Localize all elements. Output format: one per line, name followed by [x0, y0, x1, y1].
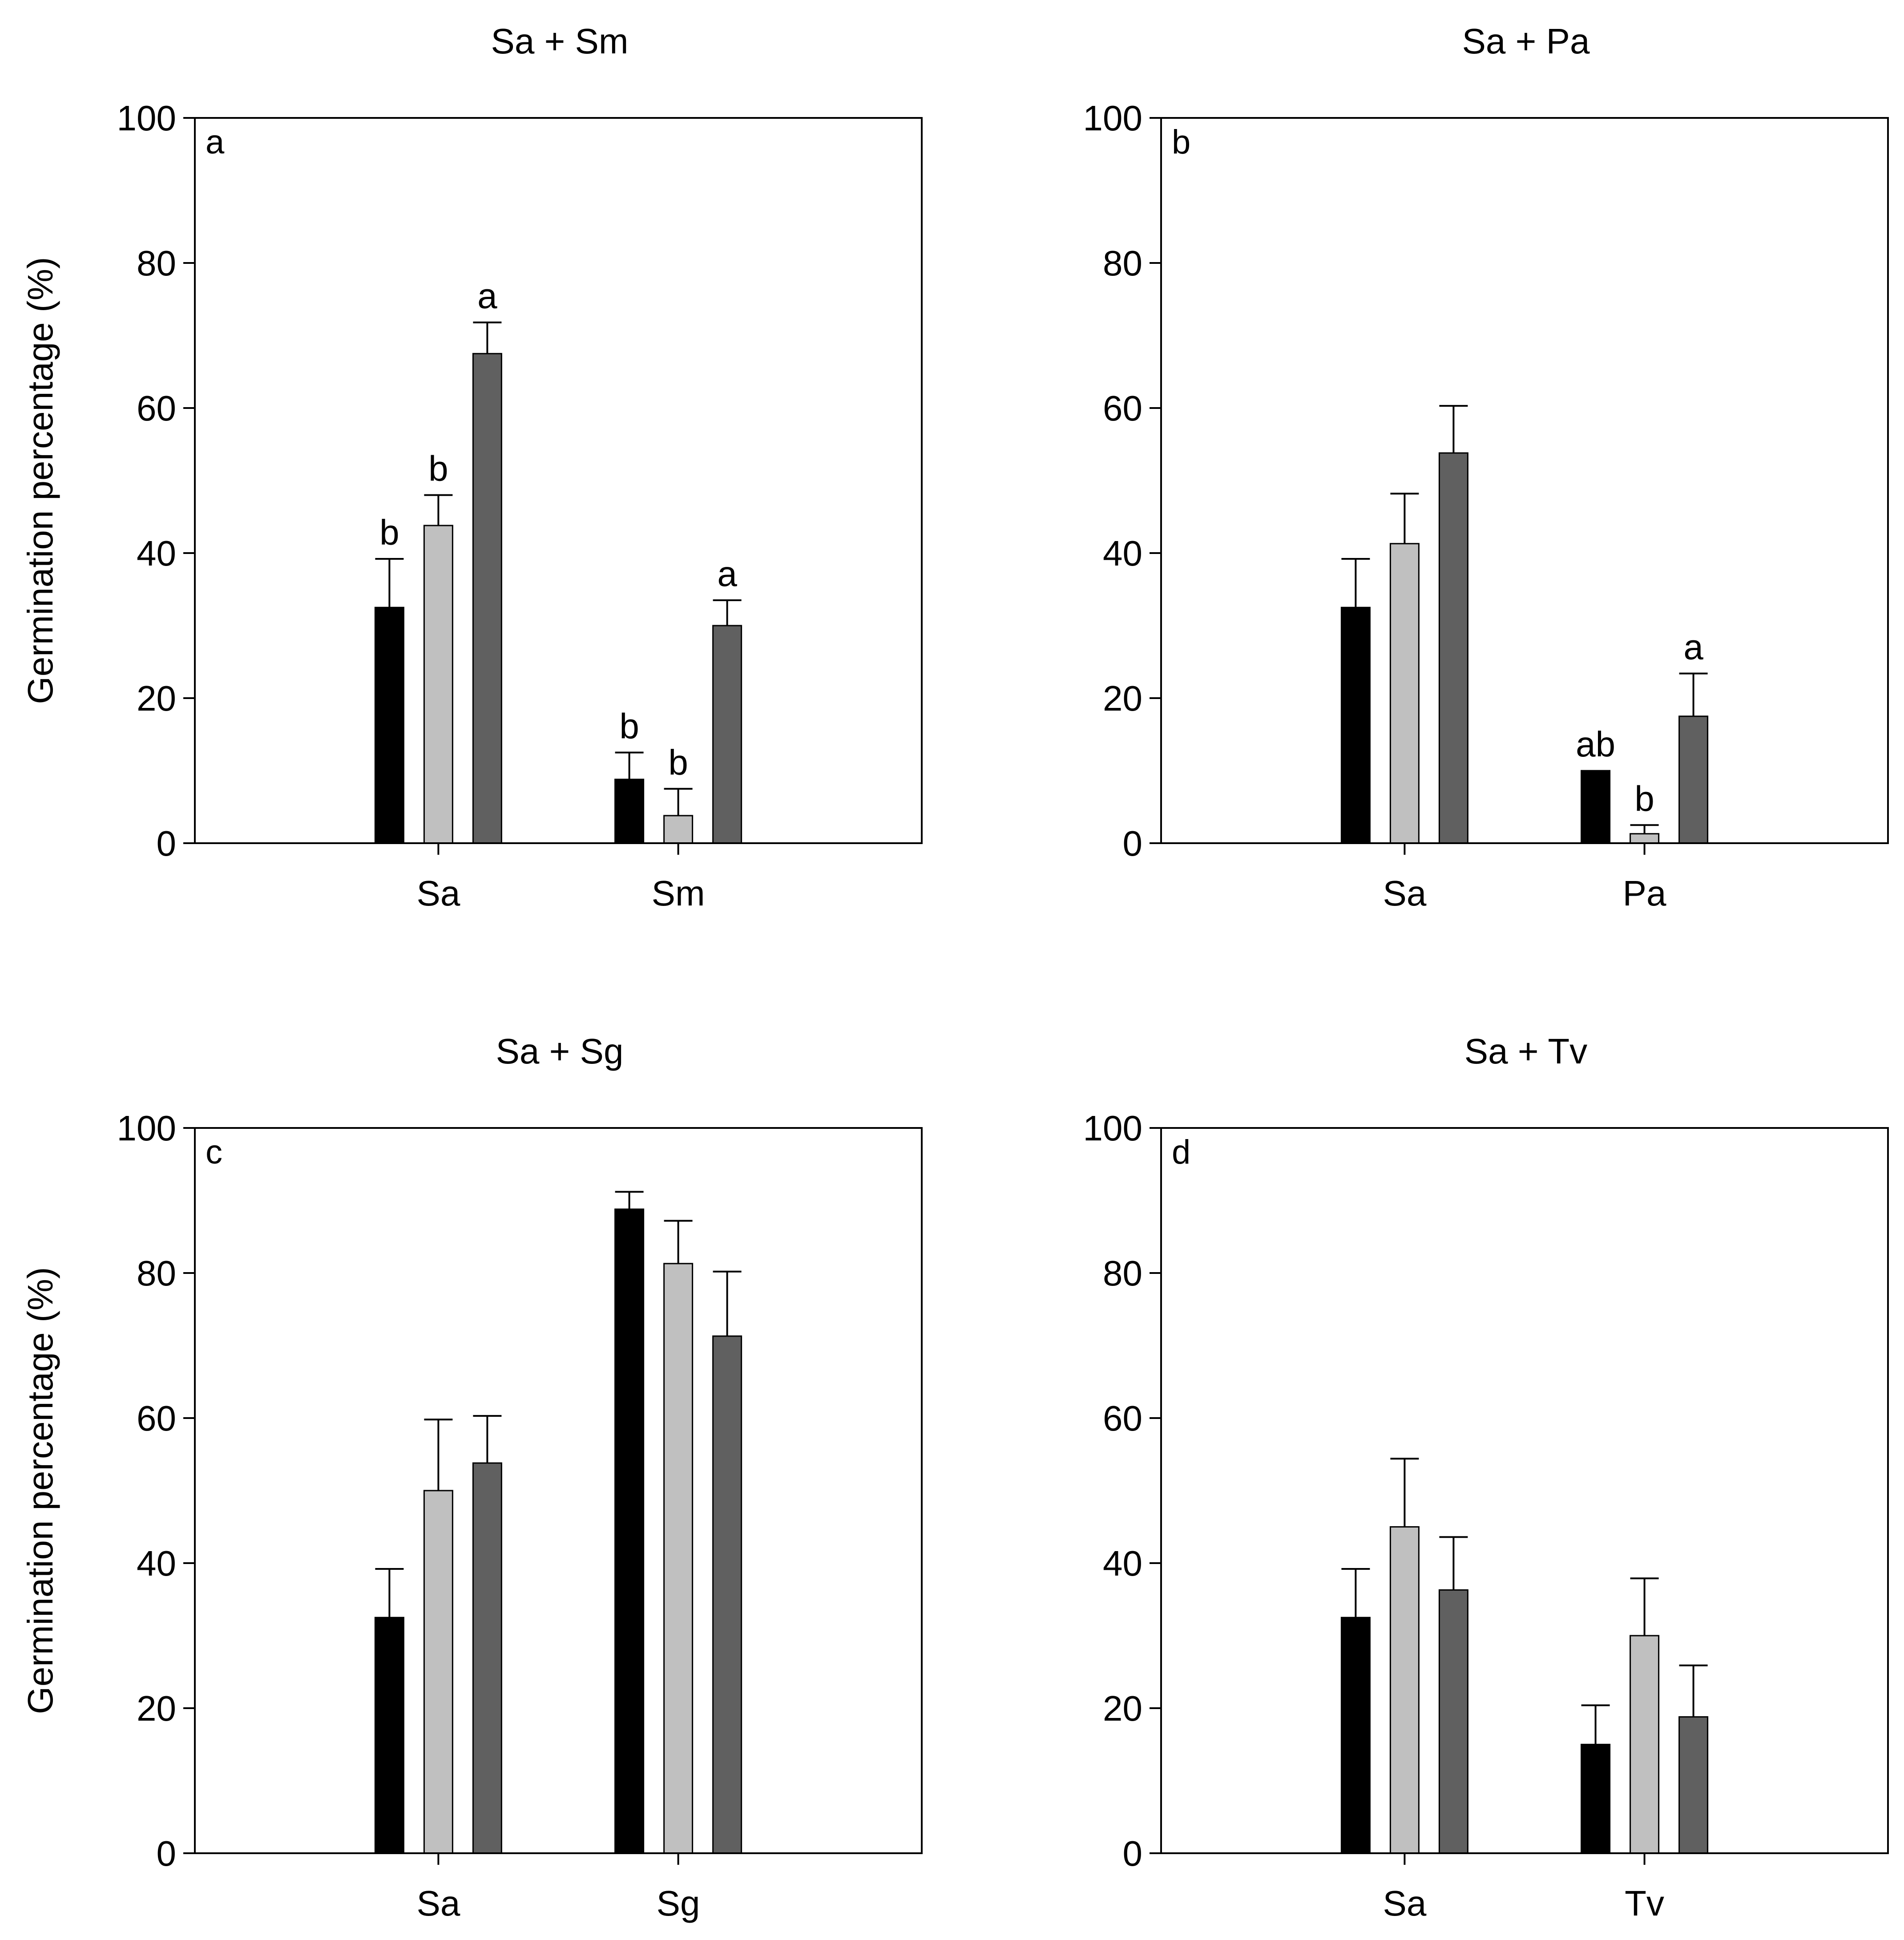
y-tick-label: 20 — [137, 1689, 176, 1728]
y-tick-label: 40 — [137, 1544, 176, 1583]
bar-d-tv-3 — [1678, 1716, 1709, 1854]
significance-letter: a — [1683, 627, 1703, 667]
bar-c-sa-1 — [374, 1617, 404, 1854]
panel-label: c — [206, 1133, 222, 1171]
y-tick-label: 0 — [1123, 824, 1143, 863]
x-tick-label: Sa — [1383, 873, 1426, 913]
y-tick-label: 80 — [137, 1253, 176, 1293]
y-tick-label: 100 — [117, 1108, 176, 1148]
y-tick-label: 40 — [1103, 534, 1142, 573]
bar-a-sa-1 — [374, 606, 404, 844]
panel-label: b — [1172, 123, 1190, 161]
x-tick-label: Sa — [416, 1883, 460, 1923]
bar-c-sa-3 — [472, 1462, 502, 1854]
x-tick-label: Sg — [657, 1883, 700, 1923]
y-tick-label: 100 — [1083, 1108, 1142, 1148]
bar-d-tv-1 — [1581, 1744, 1611, 1854]
significance-letter: b — [1634, 779, 1654, 818]
significance-letter: b — [379, 513, 399, 552]
significance-letter: b — [668, 743, 688, 782]
bar-c-sg-3 — [712, 1335, 742, 1854]
y-tick-label: 60 — [137, 1398, 176, 1438]
bar-d-sa-1 — [1340, 1617, 1371, 1854]
x-tick-label: Tv — [1625, 1883, 1664, 1923]
y-tick-label: 40 — [137, 534, 176, 573]
bar-c-sg-1 — [614, 1208, 645, 1854]
chart-panel-a: Sa + Sm a Germination percentage (%) 0 20 40 6… — [20, 21, 923, 913]
significance-letter: b — [428, 449, 448, 489]
bar-a-sm-2 — [663, 815, 694, 844]
plot-frame — [1160, 1127, 1889, 1854]
chart-title: Sa + Pa — [1462, 21, 1590, 61]
x-tick-label: Sm — [652, 873, 705, 913]
bar-c-sa-2 — [423, 1490, 453, 1854]
bar-b-pa-2 — [1630, 833, 1660, 844]
significance-letter: a — [717, 554, 737, 594]
bar-a-sa-2 — [423, 525, 453, 844]
y-tick-label: 100 — [117, 98, 176, 138]
y-axis-label: Germination percentage (%) — [20, 1267, 60, 1714]
x-tick-label: Pa — [1623, 873, 1666, 913]
bar-a-sm-1 — [614, 779, 645, 844]
y-tick-label: 60 — [1103, 388, 1142, 428]
bar-d-sa-2 — [1389, 1526, 1420, 1854]
bar-c-sg-2 — [663, 1263, 694, 1854]
plot-frame — [1160, 117, 1889, 844]
chart-panel-c: Sa + Sg c Germination percentage (%) 0 20 40 6… — [20, 1031, 923, 1923]
y-tick-label: 0 — [157, 1834, 177, 1873]
significance-letter: b — [619, 706, 639, 746]
y-axis-label: Germination percentage (%) — [20, 257, 60, 704]
y-tick-label: 100 — [1083, 98, 1142, 138]
y-tick-label: 60 — [137, 388, 176, 428]
y-tick-label: 80 — [1103, 1253, 1142, 1293]
panel-label: a — [206, 123, 225, 161]
y-tick-label: 40 — [1103, 1544, 1142, 1583]
bar-d-tv-2 — [1630, 1635, 1660, 1854]
bar-a-sm-3 — [712, 625, 742, 844]
x-tick-label: Sa — [416, 873, 460, 913]
significance-letter: a — [477, 276, 497, 316]
bar-b-pa-1 — [1581, 770, 1611, 844]
x-tick-label: Sa — [1383, 1883, 1426, 1923]
y-tick-label: 20 — [137, 679, 176, 718]
chart-title: Sa + Sm — [491, 21, 628, 61]
panel-label: d — [1172, 1133, 1190, 1171]
bar-b-sa-3 — [1438, 452, 1468, 844]
chart-panel-d: Sa + Tv d 0 20 40 60 80 100 Sa Tv — [1083, 1031, 1889, 1923]
chart-title: Sa + Sg — [496, 1031, 624, 1071]
plot-frame — [194, 117, 923, 844]
bar-a-sa-3 — [472, 353, 502, 844]
y-tick-label: 60 — [1103, 1398, 1142, 1438]
y-tick-label: 20 — [1103, 679, 1142, 718]
chart-title: Sa + Tv — [1464, 1031, 1587, 1071]
bar-b-sa-2 — [1389, 543, 1420, 844]
bar-b-sa-1 — [1340, 606, 1371, 844]
plot-frame — [194, 1127, 923, 1854]
significance-letter: ab — [1576, 724, 1615, 764]
y-tick-label: 80 — [1103, 243, 1142, 283]
y-tick-label: 0 — [157, 824, 177, 863]
y-tick-label: 80 — [137, 243, 176, 283]
y-tick-label: 20 — [1103, 1689, 1142, 1728]
y-tick-label: 0 — [1123, 1834, 1143, 1873]
bar-b-pa-3 — [1678, 715, 1709, 844]
bar-d-sa-3 — [1438, 1589, 1468, 1854]
